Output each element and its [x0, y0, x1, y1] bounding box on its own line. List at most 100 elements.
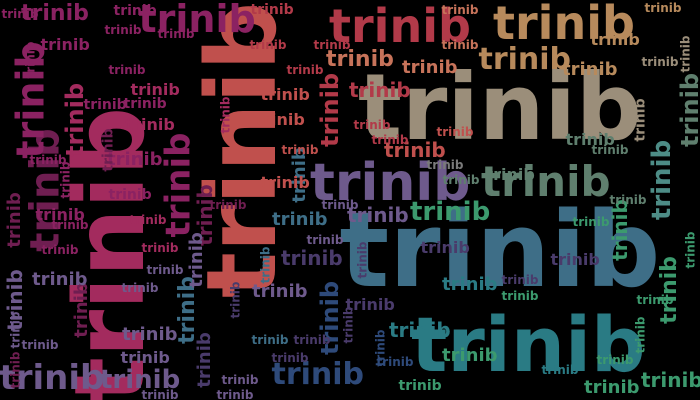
cloud-word: trinib [249, 38, 287, 52]
cloud-word: trinib [442, 274, 498, 295]
cloud-word: trinib [108, 63, 146, 77]
cloud-word: trinib [252, 281, 308, 302]
cloud-word: trinib [501, 273, 539, 287]
cloud-word: trinib [647, 139, 678, 221]
cloud-word: trinib [1, 7, 39, 21]
cloud-word: trinib [607, 199, 632, 261]
cloud-word: trinib [345, 295, 395, 314]
cloud-word: trinib [61, 82, 90, 158]
cloud-word: trinib [271, 357, 365, 392]
cloud-word: trinib [293, 333, 331, 347]
cloud-word: trinib [123, 96, 167, 112]
cloud-word: trinib [410, 197, 491, 227]
cloud-word: trinib [8, 351, 23, 389]
cloud-word: trinib [35, 205, 85, 224]
cloud-word: trinib [138, 0, 256, 41]
cloud-word: trinib [656, 256, 682, 324]
cloud-word: trinib [113, 3, 157, 19]
cloud-word: trinib [683, 231, 698, 269]
cloud-word: trinib [281, 143, 319, 157]
cloud-word: trinib [353, 118, 391, 132]
cloud-word: trinib [51, 218, 89, 232]
cloud-word: trinib [41, 243, 79, 257]
cloud-word: trinib [584, 377, 640, 398]
cloud-word: trinib [493, 0, 635, 50]
cloud-word: trinib [193, 332, 215, 388]
cloud-word: trinib [146, 263, 184, 277]
cloud-word: trinib [108, 187, 152, 203]
cloud-word: trinib [596, 353, 634, 367]
cloud-word: trinib [426, 158, 464, 172]
cloud-word: trinib [122, 324, 178, 345]
cloud-word: trinib [130, 80, 180, 99]
cloud-word: trinib [441, 3, 479, 17]
cloud-word: trinib [341, 306, 356, 344]
cloud-word: trinib [141, 388, 179, 400]
cloud-word: trinib [70, 282, 92, 338]
cloud-word: trinib [8, 311, 23, 349]
cloud-word: trinib [313, 38, 351, 52]
cloud-word: trinib [355, 241, 370, 279]
cloud-word: trinib [442, 345, 498, 366]
cloud-word: trinib [485, 165, 535, 184]
cloud-word: trinib [121, 281, 159, 295]
cloud-word: trinib [347, 203, 409, 227]
cloud-word: trinib [329, 0, 471, 53]
cloud-word: trinib [371, 133, 409, 147]
cloud-word: trinib [3, 192, 25, 248]
cloud-word: trinib [306, 233, 344, 247]
cloud-word: trinib [349, 78, 411, 102]
cloud-word: trinib [21, 1, 89, 26]
cloud-word: trinib [641, 55, 679, 69]
cloud-word: trinib [478, 42, 572, 77]
cloud-word: trinib [251, 333, 289, 347]
cloud-word: trinib [100, 128, 117, 172]
cloud-word: trinib [501, 289, 539, 303]
cloud-word: trinib [636, 293, 674, 307]
cloud-word: trinib [286, 63, 324, 77]
cloud-word: trinib [258, 246, 273, 284]
cloud-word: trinib [609, 193, 647, 207]
cloud-word: trinib [591, 143, 629, 157]
cloud-word: trinib [29, 153, 67, 167]
cloud-word: trinib [398, 378, 442, 394]
cloud-word: trinib [141, 241, 179, 255]
cloud-word: trinib [58, 161, 73, 199]
cloud-word: trinib [157, 27, 195, 41]
cloud-word: trinib [218, 96, 233, 134]
cloud-word: trinib [216, 388, 254, 400]
cloud-word: trinib [633, 316, 648, 354]
cloud-word: trinib [572, 215, 610, 229]
cloud-word: trinib [644, 1, 682, 15]
cloud-word: trinib [125, 115, 175, 134]
cloud-word: trinib [389, 318, 451, 342]
cloud-word: trinib [678, 35, 693, 73]
cloud-word: trinib [436, 125, 474, 139]
cloud-word: trinib [641, 368, 700, 392]
cloud-word: trinib [541, 363, 579, 377]
cloud-word: trinib [23, 41, 38, 79]
cloud-word: trinib [0, 358, 105, 398]
cloud-word: trinib [260, 173, 310, 192]
cloud-word: trinib [281, 246, 343, 270]
cloud-word: trinib [21, 338, 59, 352]
cloud-word: trinib [310, 153, 471, 213]
cloud-word: trinib [550, 250, 600, 269]
cloud-word: trinib [676, 72, 700, 148]
cloud-word: trinib [32, 269, 88, 290]
cloud-word: trinib [420, 238, 470, 257]
cloud-word: trinib [442, 173, 480, 187]
cloud-word: trinib [100, 365, 181, 395]
cloud-word: trinib [326, 47, 394, 72]
cloud-word: trinib [376, 355, 414, 369]
cloud-word: trinib [83, 97, 127, 113]
cloud-word: trinib [562, 59, 618, 80]
cloud-word: trinib [565, 130, 615, 149]
cloud-word: trinib [271, 351, 309, 365]
cloud-word: trinib [129, 213, 167, 227]
cloud-word: trinib [209, 198, 247, 212]
cloud-word: trinib [120, 348, 170, 367]
cloud-word: trinib [104, 23, 142, 37]
cloud-word: trinib [402, 57, 458, 78]
